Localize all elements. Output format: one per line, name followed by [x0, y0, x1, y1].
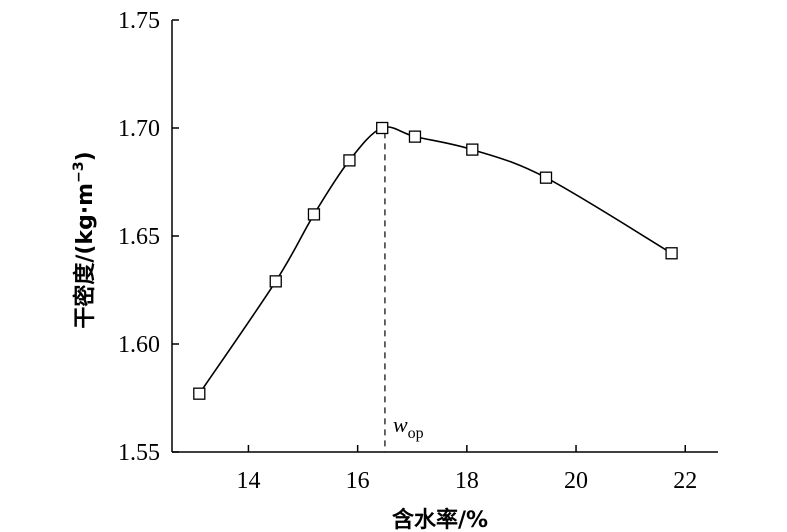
- x-tick-label: 14: [236, 468, 260, 494]
- optimum-moisture-annotation: wop: [393, 412, 424, 442]
- annotation-symbol: w: [393, 412, 408, 437]
- x-axis-label: 含水率/%: [392, 507, 488, 532]
- series-line: [198, 126, 673, 395]
- x-tick-label: 18: [455, 468, 479, 494]
- data-point: [539, 171, 553, 184]
- y-tick-label: 1.60: [118, 332, 160, 358]
- annotation-subscript: op: [408, 425, 424, 442]
- data-point: [665, 247, 678, 260]
- x-ticks: 14 16 18 20 22: [236, 445, 697, 494]
- data-point: [466, 143, 479, 156]
- data-point: [269, 275, 282, 288]
- y-ticks: 1.55 1.60 1.65 1.70 1.75: [118, 8, 179, 466]
- y-tick-label: 1.75: [118, 8, 160, 34]
- data-points: [193, 121, 678, 400]
- data-point: [376, 121, 389, 135]
- data-point: [193, 387, 206, 400]
- data-point: [307, 208, 321, 221]
- x-tick-label: 16: [346, 468, 370, 494]
- y-axis-label-close: ): [73, 151, 98, 161]
- y-axis-label: 干密度/(kg·m−3): [71, 151, 98, 328]
- y-tick-label: 1.65: [118, 224, 160, 250]
- y-axis-label-main: 干密度/(kg·m: [72, 183, 98, 329]
- y-tick-label: 1.55: [118, 440, 160, 466]
- x-tick-label: 22: [673, 468, 697, 494]
- axes: [171, 20, 718, 453]
- data-point: [408, 130, 422, 143]
- y-axis-label-exponent: −3: [71, 161, 87, 182]
- x-tick-label: 20: [564, 468, 588, 494]
- y-tick-label: 1.70: [118, 116, 160, 142]
- data-point: [343, 154, 356, 167]
